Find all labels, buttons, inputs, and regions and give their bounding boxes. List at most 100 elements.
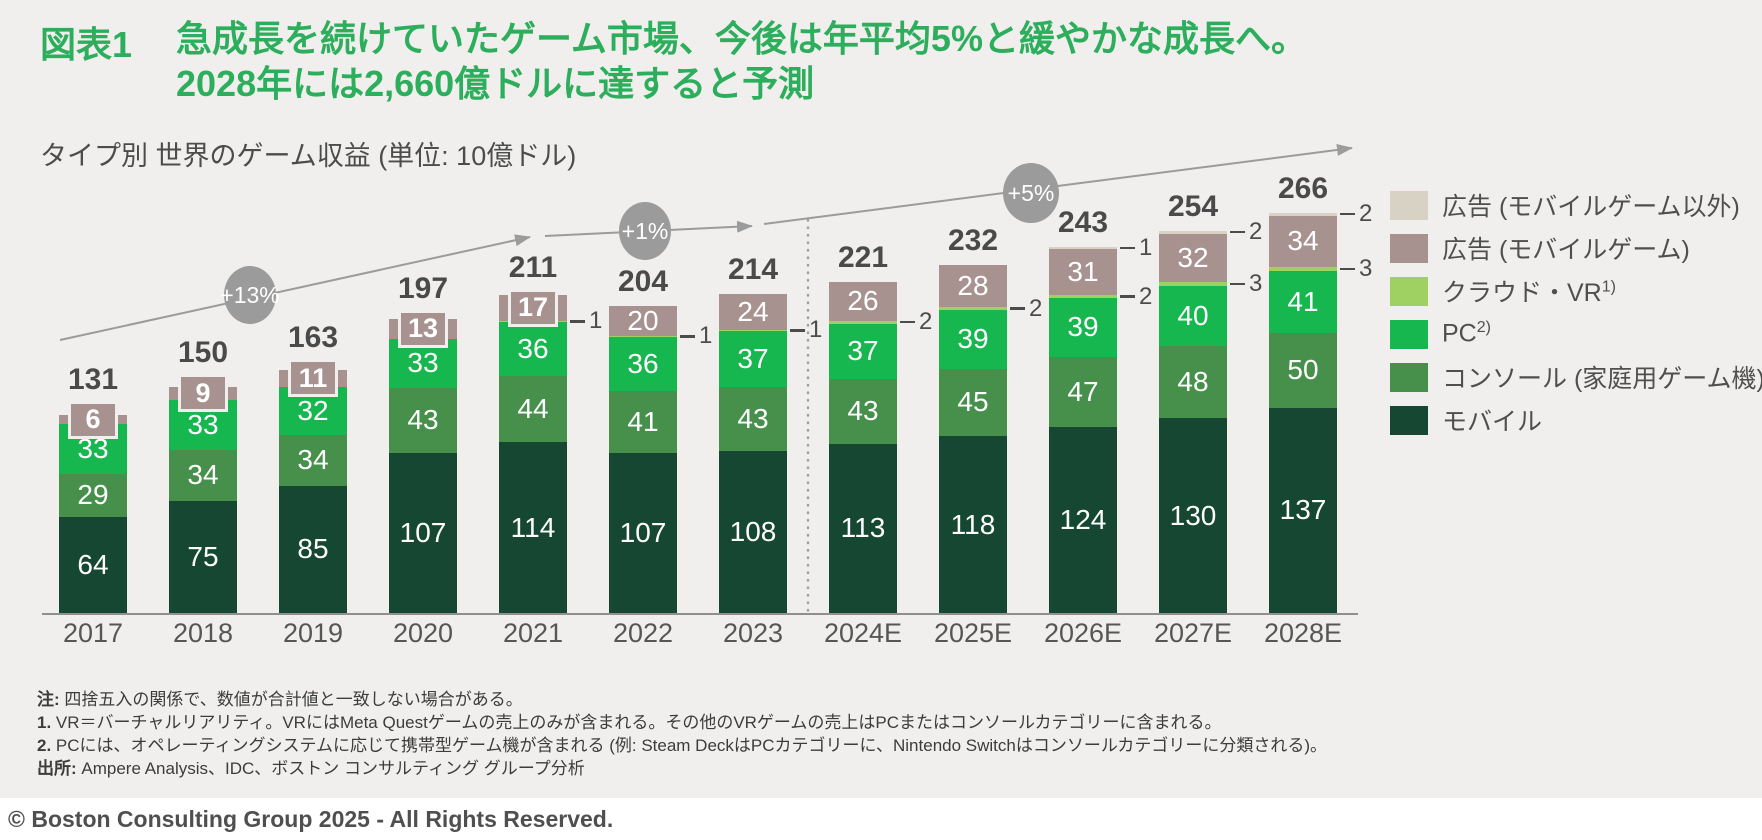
callout-value: 3 — [1249, 269, 1263, 297]
callout-value: 1 — [699, 322, 713, 350]
bar-segment-console-2026E: 47 — [1049, 356, 1117, 427]
callout-value: 1 — [809, 316, 823, 344]
bar-segment-pc-2028E: 41 — [1269, 271, 1337, 333]
callout-value: 2 — [1249, 218, 1263, 245]
segment-value: 36 — [627, 348, 659, 379]
footnote-2-text: PCには、オペレーティングシステムに応じて携帯型ゲーム機が含まれる (例: St… — [51, 736, 1328, 755]
legend-label-ad_non_mobile: 広告 (モバイルゲーム以外) — [1442, 193, 1740, 221]
bar-segment-ad_mobile-2022: 20 — [609, 305, 677, 336]
footnote-2-prefix: 2. — [37, 736, 52, 755]
x-axis-label-2026E: 2026E — [1043, 618, 1123, 648]
bar-total-2028E: 266 — [1277, 171, 1329, 205]
segment-value: 107 — [619, 516, 667, 548]
footnote-note-prefix: 注: — [37, 690, 60, 709]
callout-label-ad_non_mobile-2028E: 2 — [1340, 200, 1373, 227]
legend-item-ad_mobile: 広告 (モバイルゲーム) — [1390, 233, 1762, 264]
segment-value: 64 — [77, 549, 109, 580]
callout-label-cloud_vr-2028E: 3 — [1340, 254, 1373, 282]
bar-total-2021: 211 — [508, 250, 558, 284]
title-lines: 急成長を続けていたゲーム市場、今後は年平均5%と緩やかな成長へ。 2028年には… — [176, 16, 1307, 106]
x-axis-label-2019: 2019 — [282, 618, 344, 648]
bar-segment-ad_mobile-2025E: 28 — [939, 265, 1007, 307]
callout-value: 2 — [1359, 200, 1373, 227]
segment-value: 50 — [1287, 354, 1319, 385]
leader-line — [1120, 246, 1135, 249]
growth-badge-1pct-label: +1% — [622, 218, 669, 244]
callout-label-ad_non_mobile-2027E: 2 — [1230, 218, 1263, 245]
footnote-note: 注: 四捨五入の関係で、数値が合計値と一致しない場合がある。 — [37, 688, 1327, 711]
callout-value: 3 — [1359, 254, 1373, 282]
legend-label-ad_mobile: 広告 (モバイルゲーム) — [1442, 236, 1690, 264]
x-axis-label-2017: 2017 — [62, 618, 124, 648]
bar-segment-ad_mobile-2024E: 26 — [829, 281, 897, 321]
segment-value: 114 — [510, 511, 556, 543]
bar-segment-console-2021: 44 — [499, 376, 567, 442]
segment-value: 43 — [847, 395, 879, 427]
bar-total-2018: 150 — [177, 336, 229, 370]
segment-value: 33 — [407, 347, 439, 379]
segment-value: 43 — [737, 402, 769, 434]
footer-bar: © Boston Consulting Group 2025 - All Rig… — [0, 798, 1762, 840]
bar-segment-pc-2026E: 39 — [1049, 298, 1117, 357]
legend-label-cloud_vr: クラウド・VR1) — [1442, 278, 1616, 307]
growth-badge-13pct: +13% — [220, 266, 280, 324]
bar-segment-cloud_vr-2025E — [939, 307, 1007, 310]
footnote-2: 2. PCには、オペレーティングシステムに応じて携帯型ゲーム機が含まれる (例:… — [37, 734, 1327, 757]
segment-value: 36 — [517, 333, 549, 364]
bar-segment-mobile-2018: 75 — [169, 500, 237, 613]
legend-item-ad_non_mobile: 広告 (モバイルゲーム以外) — [1390, 190, 1762, 221]
bar-segment-ad_mobile-2028E: 34 — [1269, 215, 1337, 267]
x-axis-line — [42, 613, 1358, 615]
bar-segment-mobile-2027E: 130 — [1159, 418, 1227, 613]
growth-badge-13pct-label: +13% — [220, 282, 279, 308]
bar-segment-pc-2024E: 37 — [829, 323, 897, 379]
value-chip-ad_mobile-2020: 13 — [401, 312, 445, 345]
bar-segment-cloud_vr-2028E — [1269, 266, 1337, 271]
bar-segment-console-2024E: 43 — [829, 379, 897, 444]
segment-value: 28 — [957, 270, 989, 301]
footnote-1-prefix: 1. — [37, 713, 52, 732]
segment-value: 137 — [1279, 494, 1327, 526]
bar-segment-mobile-2020: 107 — [389, 452, 457, 613]
growth-badge-1pct: +1% — [619, 202, 671, 260]
legend-item-mobile: モバイル — [1390, 405, 1762, 436]
segment-value: 47 — [1067, 375, 1099, 407]
legend-swatch-ad_non_mobile — [1390, 190, 1428, 220]
legend-swatch-pc — [1390, 319, 1428, 349]
chart-subtitle: タイプ別 世界のゲーム収益 (単位: 10億ドル) — [40, 141, 577, 171]
bar-total-2027E: 254 — [1167, 189, 1219, 223]
value-chip-ad_mobile-2017: 6 — [71, 403, 115, 436]
leader-line — [570, 320, 585, 323]
segment-value: 39 — [957, 323, 989, 355]
leader-line — [1340, 267, 1355, 270]
segment-value: 44 — [517, 393, 549, 424]
copyright-text: © Boston Consulting Group 2025 - All Rig… — [8, 806, 614, 832]
callout-label-cloud_vr-2024E: 2 — [900, 308, 932, 335]
leader-line — [1230, 282, 1245, 285]
segment-value: 33 — [187, 408, 219, 440]
leader-line — [680, 335, 695, 338]
x-axis-label-2023: 2023 — [722, 618, 784, 648]
legend-label-mobile: モバイル — [1442, 408, 1543, 436]
legend-item-cloud_vr: クラウド・VR1) — [1390, 276, 1762, 307]
segment-value: 26 — [847, 285, 879, 316]
legend-label-pc: PC2) — [1442, 319, 1491, 348]
footnote-source-prefix: 出所: — [37, 759, 77, 778]
leader-line — [1010, 307, 1025, 310]
bar-segment-console-2020: 43 — [389, 388, 457, 453]
segment-value: 37 — [847, 335, 879, 367]
bar-segment-mobile-2025E: 118 — [939, 436, 1007, 613]
bar-segment-console-2018: 34 — [169, 449, 237, 501]
segment-value: 113 — [840, 512, 886, 544]
bar-total-2022: 204 — [617, 264, 669, 298]
segment-value: 75 — [187, 540, 219, 572]
bar-segment-pc-2022: 36 — [609, 337, 677, 391]
bar-total-2025E: 232 — [947, 224, 999, 257]
segment-value: 118 — [950, 508, 996, 540]
segment-value: 33 — [77, 432, 109, 464]
bar-segment-ad_non_mobile-2026E — [1049, 247, 1117, 249]
bar-segment-console-2025E: 45 — [939, 368, 1007, 436]
bar-segment-console-2022: 41 — [609, 391, 677, 453]
growth-badge-5pct-label: +5% — [1008, 180, 1055, 206]
x-axis-label-2025E: 2025E — [933, 618, 1013, 648]
